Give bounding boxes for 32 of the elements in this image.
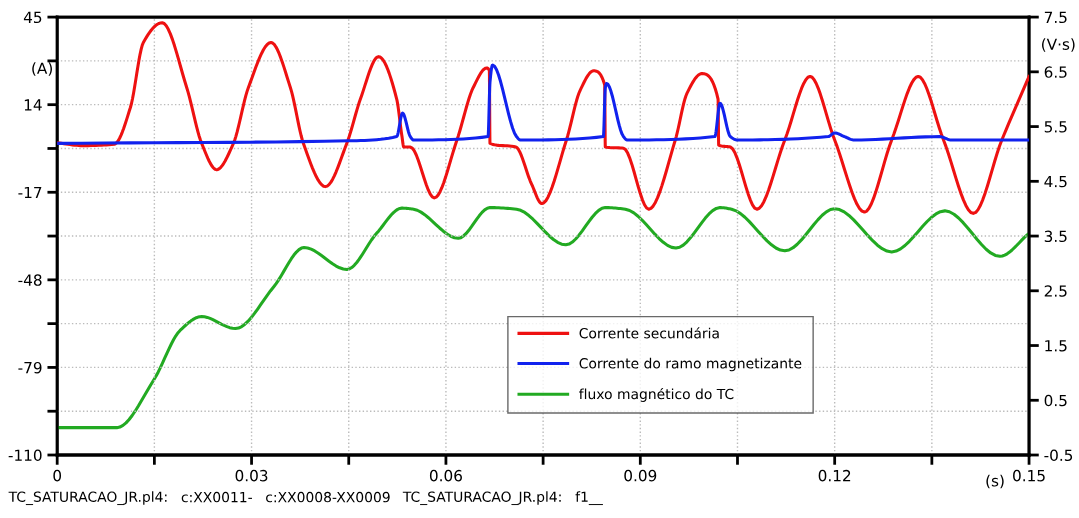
y2-tick-label: 2.5 bbox=[1044, 285, 1067, 297]
y2-tick-label: 4.5 bbox=[1044, 175, 1067, 188]
text: f1__ bbox=[575, 491, 603, 506]
y-tick-label: -48 bbox=[18, 274, 42, 286]
y2-axis-title: (V·s) bbox=[1042, 38, 1075, 52]
x-tick-label: 0.03 bbox=[235, 469, 268, 482]
y2-tick-label: 7.5 bbox=[1044, 11, 1067, 24]
y-tick-label: -79 bbox=[18, 361, 42, 374]
text: c:XX0011- bbox=[181, 491, 252, 503]
text: TC_SATURACAO_JR.pl4: bbox=[8, 491, 167, 506]
y2-tick-label: -0.5 bbox=[1044, 449, 1073, 462]
y-tick-label: -110 bbox=[8, 449, 42, 462]
y2-tick-label: 5.5 bbox=[1044, 121, 1067, 133]
y2-tick-label: 0.5 bbox=[1044, 394, 1067, 407]
y-tick-label: 45 bbox=[23, 11, 42, 24]
x-axis-title: (s) bbox=[986, 474, 1004, 489]
y-tick-label: -17 bbox=[18, 186, 42, 199]
y2-tick-label: 1.5 bbox=[1045, 340, 1067, 352]
x-tick-label: 0 bbox=[53, 469, 62, 482]
legend-label: Corrente do ramo magnetizante bbox=[579, 357, 802, 372]
x-tick-label: 0.06 bbox=[429, 469, 462, 482]
legend-label: fluxo magnético do TC bbox=[579, 387, 734, 402]
x-tick-label: 0.12 bbox=[818, 469, 851, 482]
x-tick-label: 0.09 bbox=[624, 469, 657, 482]
x-tick-label: 0.15 bbox=[1013, 469, 1045, 482]
text: TC_SATURACAO_JR.pl4: bbox=[402, 491, 561, 506]
y2-tick-label: 6.5 bbox=[1044, 66, 1067, 78]
y2-tick-label: 3.5 bbox=[1044, 230, 1067, 243]
y-tick-label: 14 bbox=[24, 99, 42, 111]
text: c:XX0008-XX0009 bbox=[266, 491, 390, 503]
y-axis-title: (A) bbox=[32, 62, 52, 76]
legend-label: Corrente secundária bbox=[579, 327, 719, 339]
